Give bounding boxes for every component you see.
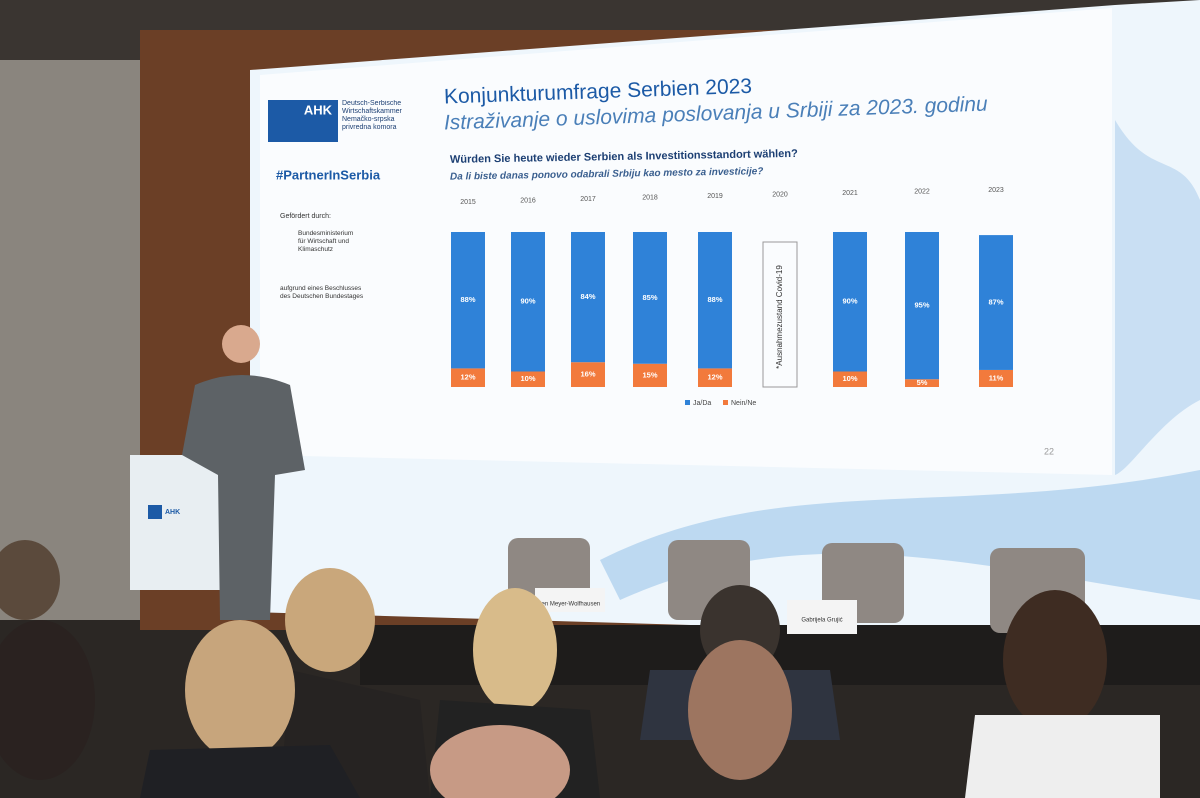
funded-by: Gefördert durch: [280, 213, 331, 220]
audience-head [688, 640, 792, 780]
legend-label: Ja/Da [693, 400, 711, 407]
resolution-box: aufgrund eines Beschlusses des Deutschen… [280, 285, 364, 300]
audience-body [140, 745, 360, 798]
bar-segment [511, 371, 545, 387]
bar-segment [979, 235, 1013, 370]
x-tick-label: 2016 [520, 197, 536, 204]
x-tick-label: 2021 [842, 190, 858, 197]
bar-segment [633, 363, 667, 387]
bar-segment [571, 232, 605, 363]
value-label: 84% [580, 292, 595, 301]
audience-head [285, 568, 375, 672]
annotation: *Ausnahmezustand Covid-19 [775, 265, 784, 369]
chart: 2015 12% 88% 2016 10% 90% 2017 16% 84% 2018 15% 85%… [451, 187, 1013, 407]
x-tick-label: 2017 [580, 196, 596, 203]
bar-segment [698, 232, 732, 369]
audience-head [1003, 590, 1107, 730]
speaker-head [222, 325, 260, 363]
podium-logo-box [148, 505, 162, 519]
value-label: 87% [988, 298, 1003, 307]
page-number: 22 [1044, 446, 1054, 456]
bar-segment [451, 232, 485, 369]
nameplate-text: Gabrijela Grujić [801, 618, 842, 624]
audience-head [430, 725, 570, 798]
value-label: 95% [914, 301, 929, 310]
audience-head [0, 540, 60, 620]
podium-logo: AHK [165, 509, 180, 516]
question-translation: Da li biste danas ponovo odabrali Srbiju… [450, 166, 764, 182]
covid-box [762, 241, 798, 388]
value-label: 90% [842, 297, 857, 306]
x-tick-label: 2020 [772, 191, 788, 198]
bar-segment [698, 368, 732, 387]
x-tick-label: 2019 [707, 193, 723, 200]
nameplate-text: ten Meyer-Wolfhausen [540, 602, 600, 608]
logo-box [268, 100, 338, 142]
bar-segment [451, 368, 485, 387]
chamber: Deutsch-Serbische Wirtschaftskammer Nema… [342, 100, 402, 131]
value-label: 11% [989, 373, 1004, 382]
bar-segment [979, 369, 1013, 387]
chamber-de: Deutsch-Serbische Wirtschaftskammer [342, 100, 402, 115]
podium [130, 455, 220, 590]
bar-segment [571, 362, 605, 387]
bar-segment [833, 371, 867, 387]
hashtag: #PartnerInSerbia [276, 167, 381, 182]
legend-swatch [685, 400, 690, 405]
audience-head [185, 620, 295, 760]
speaker-suit [182, 375, 305, 620]
legend-swatch [723, 400, 728, 405]
bar-segment [905, 379, 939, 387]
value-label: 12% [460, 373, 475, 382]
network-decoration [1115, 120, 1200, 475]
value-label: 10% [520, 374, 535, 383]
value-label: 15% [642, 370, 657, 379]
audience-head [473, 588, 557, 712]
value-label: 88% [707, 295, 722, 304]
resolution: aufgrund eines Beschlusses des Deutschen… [280, 285, 364, 300]
chamber-sr: Nemačko-srpska privredna komora [342, 116, 397, 131]
bar-segment [833, 232, 867, 372]
audience-body [965, 715, 1160, 798]
logo: AHK [304, 102, 333, 117]
value-label: 5% [917, 378, 928, 387]
ministry-box: Bundesministerium für Wirtschaft und Kli… [298, 230, 354, 253]
nameplate [535, 588, 605, 612]
x-tick-label: 2015 [460, 199, 476, 206]
nameplate [787, 600, 857, 634]
x-tick-label: 2018 [642, 194, 658, 201]
value-label: 16% [580, 370, 595, 379]
legend-label: Nein/Ne [731, 400, 756, 407]
bar-segment [905, 232, 939, 380]
ministry: Bundesministerium für Wirtschaft und Kli… [298, 230, 354, 253]
x-tick-label: 2022 [914, 188, 930, 195]
x-tick-label: 2023 [988, 187, 1004, 194]
audience-head [0, 620, 95, 780]
value-label: 90% [520, 297, 535, 306]
value-label: 10% [842, 374, 857, 383]
value-label: 12% [707, 373, 722, 382]
bar-segment [511, 232, 545, 372]
wall [0, 60, 140, 620]
bar-segment [633, 232, 667, 364]
value-label: 85% [642, 293, 657, 302]
value-label: 88% [460, 295, 475, 304]
